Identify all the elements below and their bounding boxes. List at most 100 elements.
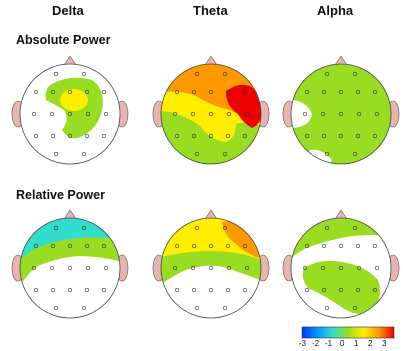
electrode-dot <box>53 71 59 77</box>
electrode-dot <box>67 133 73 139</box>
electrode-dot <box>372 89 378 95</box>
electrode-dot <box>85 265 91 271</box>
electrode-dot <box>194 71 200 77</box>
electrode-dot <box>338 111 344 117</box>
electrode-dot <box>84 243 90 249</box>
electrode-dot <box>304 243 310 249</box>
electrode-dot <box>338 89 344 95</box>
electrode-dot <box>372 287 378 293</box>
electrode-dot <box>53 151 59 157</box>
electrode-dot <box>31 265 37 271</box>
electrode-dot <box>372 243 378 249</box>
electrode-dot <box>191 287 197 293</box>
electrode-dot <box>222 151 228 157</box>
electrode-dot <box>338 287 344 293</box>
electrode-dot <box>338 133 344 139</box>
topo-region <box>291 100 312 128</box>
scale-tick-label: -1 <box>325 339 333 348</box>
electrode-dot <box>352 71 358 77</box>
row-label-absolute-power: Absolute Power <box>16 33 111 47</box>
scale-tick-label: 0 <box>340 339 345 348</box>
electrode-dot <box>194 151 200 157</box>
electrode-dot <box>194 225 200 231</box>
electrode-dot <box>226 265 232 271</box>
electrode-dot <box>33 243 39 249</box>
electrode-dot <box>321 133 327 139</box>
electrode-dot <box>31 111 37 117</box>
electrode-dot <box>321 243 327 249</box>
electrode-dot <box>53 305 59 311</box>
topo-region <box>226 84 261 128</box>
electrode-dot <box>324 225 330 231</box>
electrode-dot <box>355 133 361 139</box>
electrode-dot <box>101 89 107 95</box>
electrode-dot <box>324 151 330 157</box>
electrode-dot <box>50 133 56 139</box>
electrode-dot <box>352 305 358 311</box>
head-map-alpha-relative <box>282 209 400 319</box>
electrode-dots <box>31 71 380 311</box>
electrode-dot <box>49 111 55 117</box>
electrode-dot <box>53 225 59 231</box>
topo-region <box>60 89 88 111</box>
electrode-dot <box>33 89 39 95</box>
electrode-dot <box>320 265 326 271</box>
color-scale-bar <box>301 326 395 339</box>
head-map-theta-absolute <box>152 55 270 165</box>
electrode-dot <box>33 133 39 139</box>
electrode-dot <box>302 111 308 117</box>
electrode-dot <box>324 71 330 77</box>
electrode-dot <box>374 265 380 271</box>
electrode-dot <box>226 111 232 117</box>
electrode-dot <box>355 89 361 95</box>
electrode-dot <box>191 243 197 249</box>
electrode-dot <box>84 89 90 95</box>
electrode-dot <box>355 287 361 293</box>
electrode-dot <box>190 111 196 117</box>
electrode-dot <box>191 89 197 95</box>
electrode-dot <box>194 305 200 311</box>
electrode-dot <box>172 111 178 117</box>
electrode-dot <box>338 265 344 271</box>
electrode-dot <box>190 265 196 271</box>
electrode-dot <box>84 287 90 293</box>
electrode-dot <box>33 287 39 293</box>
electrode-dot <box>242 243 248 249</box>
electrode-dot <box>81 151 87 157</box>
electrode-dot <box>244 111 250 117</box>
electrode-dot <box>67 89 73 95</box>
head-map-delta-relative <box>11 209 129 319</box>
electrode-dot <box>67 243 73 249</box>
electrode-dot <box>374 111 380 117</box>
electrode-dot <box>324 305 330 311</box>
scale-tick-label: -2 <box>312 339 320 348</box>
electrode-dot <box>174 89 180 95</box>
electrode-dot <box>321 287 327 293</box>
electrode-dot <box>356 111 362 117</box>
scale-tick-label: 1 <box>354 339 359 348</box>
color-scale-gradient <box>301 326 395 339</box>
topo-region <box>302 260 380 314</box>
electrode-dot <box>85 111 91 117</box>
electrode-dot <box>81 225 87 231</box>
scale-tick-label: 2 <box>368 339 373 348</box>
electrode-dot <box>321 89 327 95</box>
electrode-dot <box>225 243 231 249</box>
electrode-dot <box>372 133 378 139</box>
electrode-dot <box>50 89 56 95</box>
electrode-dot <box>208 133 214 139</box>
column-label-alpha: Alpha <box>317 3 354 18</box>
electrode-dot <box>174 243 180 249</box>
electrode-dot <box>67 287 73 293</box>
electrode-dot <box>49 265 55 271</box>
electrode-dot <box>191 133 197 139</box>
electrode-dot <box>208 265 214 271</box>
electrode-dot <box>222 305 228 311</box>
electrode-dot <box>50 287 56 293</box>
electrode-dot <box>101 133 107 139</box>
electrode-dot <box>320 111 326 117</box>
electrode-dot <box>355 243 361 249</box>
electrode-dot <box>302 265 308 271</box>
electrode-dot <box>174 287 180 293</box>
